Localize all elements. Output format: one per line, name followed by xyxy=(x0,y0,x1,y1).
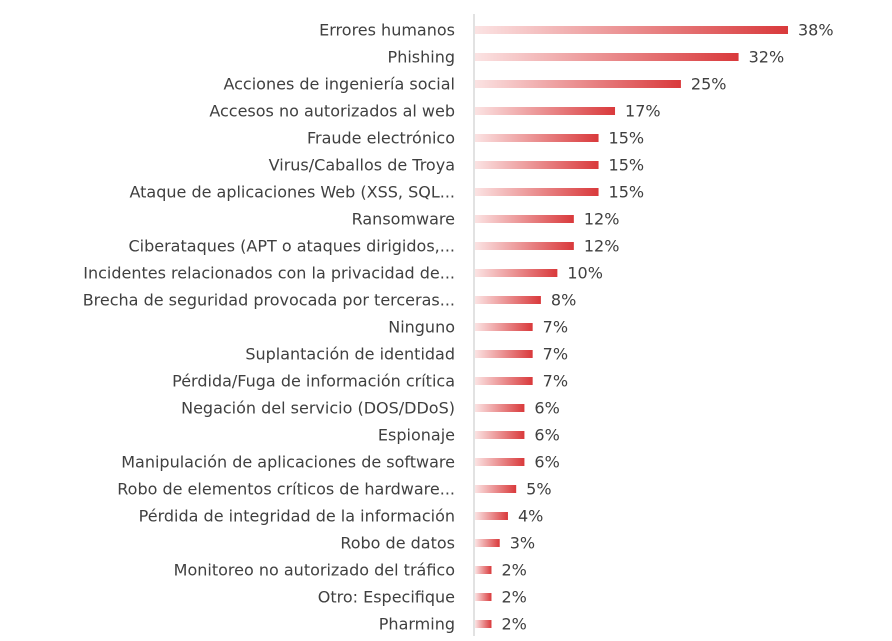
bar xyxy=(475,350,533,358)
data-label: 38% xyxy=(798,21,834,40)
data-label: 2% xyxy=(501,615,526,634)
data-label: 12% xyxy=(584,210,620,229)
data-label: 15% xyxy=(609,129,645,148)
data-label: 6% xyxy=(534,399,559,418)
bar xyxy=(475,377,533,385)
data-label: 7% xyxy=(543,372,568,391)
category-label: Manipulación de aplicaciones de software xyxy=(121,453,455,472)
bar xyxy=(475,188,599,196)
bar xyxy=(475,53,739,61)
category-label: Pharming xyxy=(379,615,455,634)
category-label: Negación del servicio (DOS/DDoS) xyxy=(181,399,455,418)
bar xyxy=(475,134,599,142)
bar xyxy=(475,323,533,331)
category-label: Pérdida/Fuga de información crítica xyxy=(172,372,455,391)
bar xyxy=(475,80,681,88)
category-label: Robo de datos xyxy=(340,534,455,553)
bar xyxy=(475,107,615,115)
category-label: Robo de elementos críticos de hardware..… xyxy=(117,480,455,499)
data-label: 6% xyxy=(534,426,559,445)
data-label: 8% xyxy=(551,291,576,310)
category-label: Suplantación de identidad xyxy=(245,345,455,364)
data-label: 6% xyxy=(534,453,559,472)
data-label: 10% xyxy=(567,264,603,283)
data-label: 15% xyxy=(609,156,645,175)
data-label: 15% xyxy=(609,183,645,202)
bar xyxy=(475,269,557,277)
data-label: 12% xyxy=(584,237,620,256)
category-label: Pérdida de integridad de la información xyxy=(139,507,455,526)
category-label: Fraude electrónico xyxy=(307,129,455,148)
data-label: 32% xyxy=(749,48,785,67)
category-label: Ciberataques (APT o ataques dirigidos,..… xyxy=(128,237,455,256)
bar xyxy=(475,512,508,520)
bar xyxy=(475,26,788,34)
category-label: Brecha de seguridad provocada por tercer… xyxy=(83,291,455,310)
bar xyxy=(475,539,500,547)
category-label: Otro: Especifique xyxy=(318,588,455,607)
data-label: 5% xyxy=(526,480,551,499)
bar xyxy=(475,566,491,574)
category-label: Monitoreo no autorizado del tráfico xyxy=(174,561,455,580)
bar xyxy=(475,404,524,412)
data-label: 7% xyxy=(543,318,568,337)
bar xyxy=(475,485,516,493)
data-label: 2% xyxy=(501,588,526,607)
category-label: Ninguno xyxy=(388,318,455,337)
bar xyxy=(475,296,541,304)
bar xyxy=(475,242,574,250)
bar xyxy=(475,593,491,601)
category-label: Ransomware xyxy=(352,210,455,229)
data-label: 2% xyxy=(501,561,526,580)
data-label: 7% xyxy=(543,345,568,364)
bar xyxy=(475,458,524,466)
category-label: Incidentes relacionados con la privacida… xyxy=(83,264,455,283)
data-label: 3% xyxy=(510,534,535,553)
category-label: Ataque de aplicaciones Web (XSS, SQL... xyxy=(129,183,455,202)
bar xyxy=(475,620,491,628)
category-label: Espionaje xyxy=(378,426,455,445)
category-label: Errores humanos xyxy=(319,21,455,40)
category-label: Acciones de ingeniería social xyxy=(223,75,455,94)
data-label: 4% xyxy=(518,507,543,526)
bar xyxy=(475,431,524,439)
category-label: Accesos no autorizados al web xyxy=(209,102,455,121)
category-label: Virus/Caballos de Troya xyxy=(269,156,455,175)
category-labels-group: Errores humanos Phishing Acciones de ingen… xyxy=(83,21,455,634)
bar xyxy=(475,215,574,223)
data-label: 25% xyxy=(691,75,727,94)
category-label: Phishing xyxy=(388,48,455,67)
bar xyxy=(475,161,599,169)
data-label: 17% xyxy=(625,102,661,121)
